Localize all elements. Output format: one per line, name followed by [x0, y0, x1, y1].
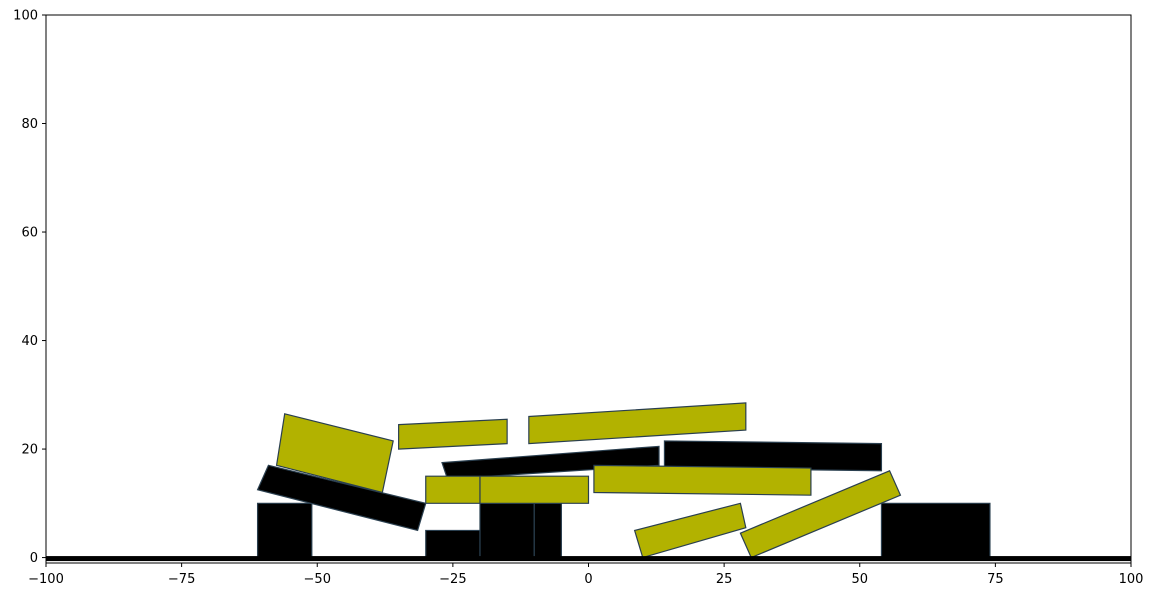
x-tick-label: −100 [28, 572, 64, 587]
x-tick-label: 0 [584, 572, 592, 587]
black-block-2 [479, 502, 535, 559]
yellow-block-14 [633, 502, 747, 559]
x-tick-label: −75 [168, 572, 195, 587]
y-tick-label: 20 [21, 443, 38, 458]
black-block-4 [880, 502, 991, 559]
ground-bar [46, 556, 1131, 562]
x-tick-label: −50 [304, 572, 331, 587]
yellow-block-8 [425, 475, 481, 504]
x-axis-ticks: −100 −75 −50 −25 0 25 50 75 100 [28, 563, 1143, 587]
yellow-block-12 [528, 402, 747, 445]
yellow-block-10 [275, 413, 394, 494]
black-block-6 [441, 445, 660, 480]
y-tick-label: 40 [21, 334, 38, 349]
black-block-0 [256, 502, 313, 559]
x-tick-label: −25 [439, 572, 466, 587]
y-tick-label: 100 [13, 9, 38, 24]
x-tick-label: 50 [851, 572, 868, 587]
black-block-7 [663, 440, 883, 472]
blocks-layer [256, 402, 991, 559]
y-tick-label: 60 [21, 226, 38, 241]
ground-layer [46, 556, 1131, 562]
x-tick-label: 75 [987, 572, 1004, 587]
y-tick-label: 80 [21, 117, 38, 132]
yellow-block-9 [479, 475, 590, 504]
y-axis-ticks: 0 20 40 60 80 100 [13, 9, 46, 566]
yellow-block-15 [739, 469, 902, 559]
yellow-block-11 [398, 418, 508, 450]
black-block-1 [425, 529, 481, 559]
y-tick-label: 0 [30, 551, 38, 566]
black-block-3 [533, 502, 562, 559]
yellow-block-13 [593, 464, 812, 496]
x-tick-label: 25 [716, 572, 733, 587]
x-tick-label: 100 [1119, 572, 1144, 587]
